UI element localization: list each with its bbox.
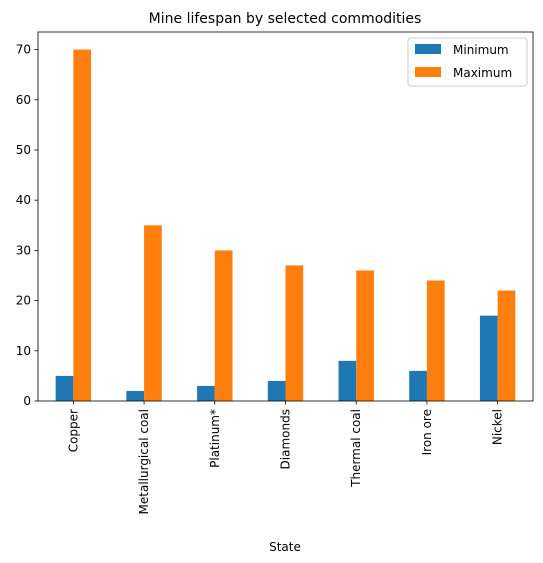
x-tick-label-thermal-coal: Thermal coal xyxy=(349,409,363,488)
bar-minimum-iron-ore xyxy=(409,371,427,401)
bar-minimum-thermal-coal xyxy=(339,361,357,401)
y-tick-label: 40 xyxy=(16,193,31,207)
bar-maximum-diamonds xyxy=(286,265,304,401)
y-tick-label: 20 xyxy=(16,294,31,308)
y-tick-label: 70 xyxy=(16,43,31,57)
x-axis: Copper Metallurgical coal Platinum* Diamond… xyxy=(66,401,504,514)
legend-label-minimum: Minimum xyxy=(453,43,509,57)
bar-maximum-iron-ore xyxy=(427,281,445,401)
bar-maximum-platinum xyxy=(215,250,233,401)
bar-maximum-nickel xyxy=(498,291,516,401)
bar-minimum-nickel xyxy=(480,316,498,401)
legend-swatch-minimum xyxy=(415,44,441,54)
x-axis-label: State xyxy=(269,540,301,554)
bar-minimum-platinum xyxy=(197,386,215,401)
chart-title: Mine lifespan by selected commodities xyxy=(149,11,422,27)
x-tick-label-copper: Copper xyxy=(66,409,80,452)
legend: Minimum Maximum xyxy=(408,38,527,86)
bar-minimum-diamonds xyxy=(268,381,286,401)
y-tick-label: 0 xyxy=(23,394,31,408)
y-tick-label: 50 xyxy=(16,143,31,157)
legend-label-maximum: Maximum xyxy=(453,66,512,80)
legend-swatch-maximum xyxy=(415,67,441,77)
x-tick-label-diamonds: Diamonds xyxy=(279,409,293,469)
bar-maximum-copper xyxy=(73,50,91,401)
bar-minimum-copper xyxy=(56,376,74,401)
x-tick-label-platinum: Platinum* xyxy=(208,409,222,468)
bars-group xyxy=(56,50,516,401)
y-axis: 0 10 20 30 40 50 60 70 xyxy=(16,43,38,408)
bar-maximum-metallurgical-coal xyxy=(144,225,162,401)
x-tick-label-nickel: Nickel xyxy=(491,409,505,445)
bar-minimum-metallurgical-coal xyxy=(126,391,144,401)
x-tick-label-iron-ore: Iron ore xyxy=(420,409,434,455)
y-tick-label: 30 xyxy=(16,243,31,257)
y-tick-label: 60 xyxy=(16,93,31,107)
y-tick-label: 10 xyxy=(16,344,31,358)
bar-maximum-thermal-coal xyxy=(356,270,374,401)
x-tick-label-metallurgical-coal: Metallurgical coal xyxy=(137,409,151,514)
